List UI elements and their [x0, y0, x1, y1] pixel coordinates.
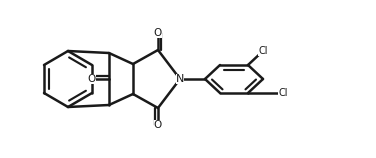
Text: O: O — [154, 120, 162, 130]
Text: N: N — [176, 74, 184, 84]
Text: Cl: Cl — [278, 88, 288, 98]
Text: Cl: Cl — [258, 46, 268, 56]
Text: O: O — [88, 74, 96, 84]
Text: O: O — [154, 28, 162, 38]
